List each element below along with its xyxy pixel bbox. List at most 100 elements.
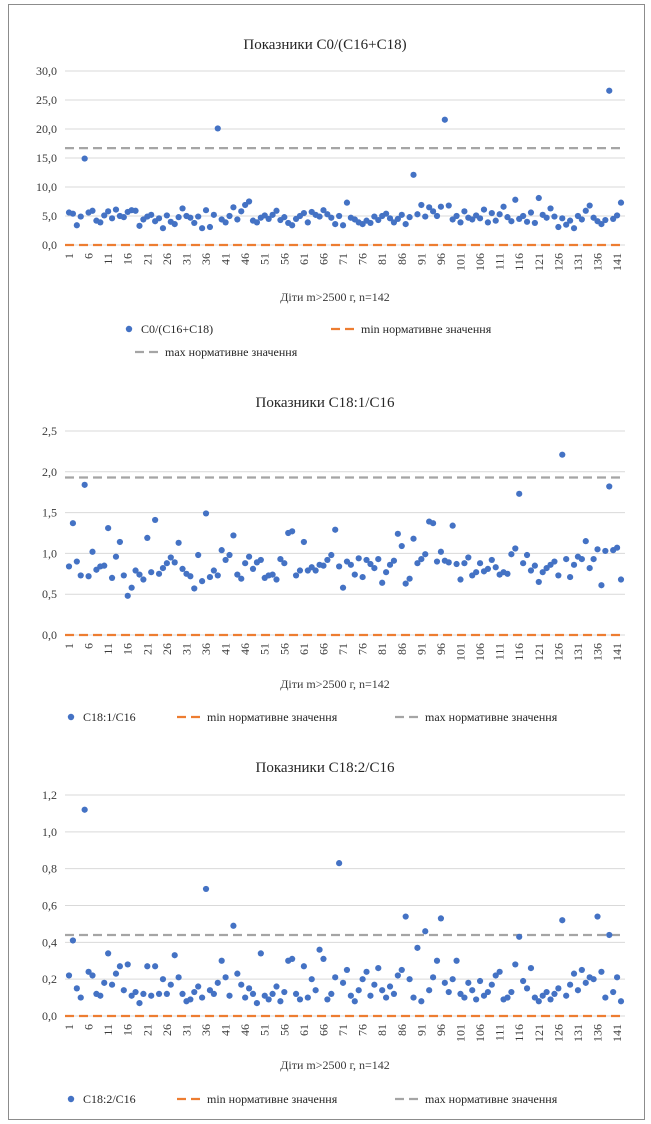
x-tick-label: 111 — [493, 643, 507, 660]
data-point — [320, 955, 327, 963]
x-tick-label: 71 — [336, 643, 350, 655]
data-point — [547, 205, 554, 212]
data-point — [281, 560, 288, 567]
data-point — [594, 913, 601, 920]
data-point — [516, 490, 523, 497]
data-point — [543, 988, 550, 996]
data-point — [383, 569, 390, 576]
data-point — [336, 563, 343, 570]
legend-min-label: min нормативне значення — [207, 710, 338, 724]
x-tick-label: 21 — [140, 1024, 154, 1036]
data-point — [214, 572, 221, 579]
data-point — [136, 1000, 143, 1007]
x-tick-label: 36 — [199, 253, 213, 265]
x-tick-label: 36 — [199, 643, 213, 655]
x-tick-label: 101 — [453, 253, 467, 271]
data-point — [347, 561, 354, 568]
data-point — [171, 952, 178, 959]
data-point — [520, 212, 527, 220]
data-point — [73, 985, 80, 992]
x-tick-label: 101 — [453, 643, 467, 661]
data-point — [85, 573, 92, 580]
data-point — [171, 221, 178, 228]
y-tick-label: 5,0 — [42, 209, 57, 223]
data-point — [108, 215, 116, 222]
x-tick-label: 61 — [297, 253, 311, 265]
data-point — [81, 155, 88, 162]
data-point — [210, 990, 217, 998]
data-point — [195, 551, 202, 559]
data-point — [238, 208, 245, 215]
data-point — [97, 219, 104, 226]
data-point — [316, 213, 323, 220]
data-point — [257, 950, 264, 957]
data-point — [465, 979, 472, 986]
x-tick-label: 91 — [414, 1024, 428, 1036]
legend-marker-points — [67, 1095, 75, 1103]
y-tick-label: 0,4 — [42, 935, 57, 949]
data-point — [308, 976, 315, 983]
data-point — [281, 214, 288, 221]
x-tick-label: 46 — [238, 253, 252, 265]
data-point — [410, 171, 417, 178]
data-point — [316, 946, 323, 953]
data-point — [144, 963, 151, 970]
data-point — [257, 556, 264, 564]
legend-marker-points — [67, 713, 75, 721]
data-point — [476, 215, 484, 222]
data-point — [602, 547, 609, 555]
figure-frame: Показники C0/(C16+C18) 0,0 5,0 10,0 15,0 20,0… — [8, 4, 645, 1120]
data-point — [555, 985, 562, 992]
data-point — [484, 565, 491, 573]
x-tick-label: 91 — [414, 253, 428, 265]
x-tick-label: 1 — [62, 253, 76, 259]
data-point — [273, 207, 280, 214]
data-point — [527, 209, 535, 216]
data-point — [89, 972, 96, 979]
data-point — [484, 219, 491, 226]
data-point — [226, 551, 233, 559]
data-point — [613, 974, 621, 981]
data-point — [406, 976, 413, 983]
data-point — [245, 985, 253, 992]
x-tick-label: 81 — [375, 643, 389, 655]
data-point — [296, 996, 304, 1003]
x-tick-label: 106 — [473, 643, 487, 661]
data-point — [512, 545, 519, 552]
x-tick-label: 41 — [219, 643, 233, 655]
data-point — [523, 985, 531, 992]
data-point — [402, 221, 409, 228]
data-point — [73, 222, 80, 229]
data-point — [386, 215, 394, 222]
data-point — [523, 218, 531, 225]
y-tick-label: 0,5 — [42, 587, 57, 601]
data-point — [574, 987, 582, 994]
data-point — [175, 539, 182, 546]
x-tick-label: 51 — [258, 643, 272, 655]
data-point — [140, 576, 147, 583]
x-tick-label: 71 — [336, 253, 350, 265]
data-point — [210, 211, 217, 218]
data-point — [355, 555, 362, 562]
data-point — [582, 979, 589, 986]
data-point — [480, 992, 488, 999]
data-point — [375, 216, 382, 224]
data-point — [398, 966, 405, 974]
data-point — [191, 585, 198, 592]
data-point — [163, 560, 170, 567]
data-point — [332, 526, 339, 533]
data-point — [527, 965, 535, 972]
data-point — [89, 548, 96, 555]
data-point — [328, 551, 335, 559]
data-point — [175, 214, 182, 221]
data-point — [148, 992, 155, 999]
data-point — [136, 571, 143, 578]
data-point — [433, 558, 441, 565]
data-point — [613, 212, 621, 219]
data-point — [488, 210, 495, 217]
data-point — [422, 551, 429, 558]
data-point — [570, 970, 578, 977]
data-point — [570, 561, 578, 568]
data-point — [242, 994, 249, 1001]
x-tick-label: 6 — [82, 643, 96, 649]
